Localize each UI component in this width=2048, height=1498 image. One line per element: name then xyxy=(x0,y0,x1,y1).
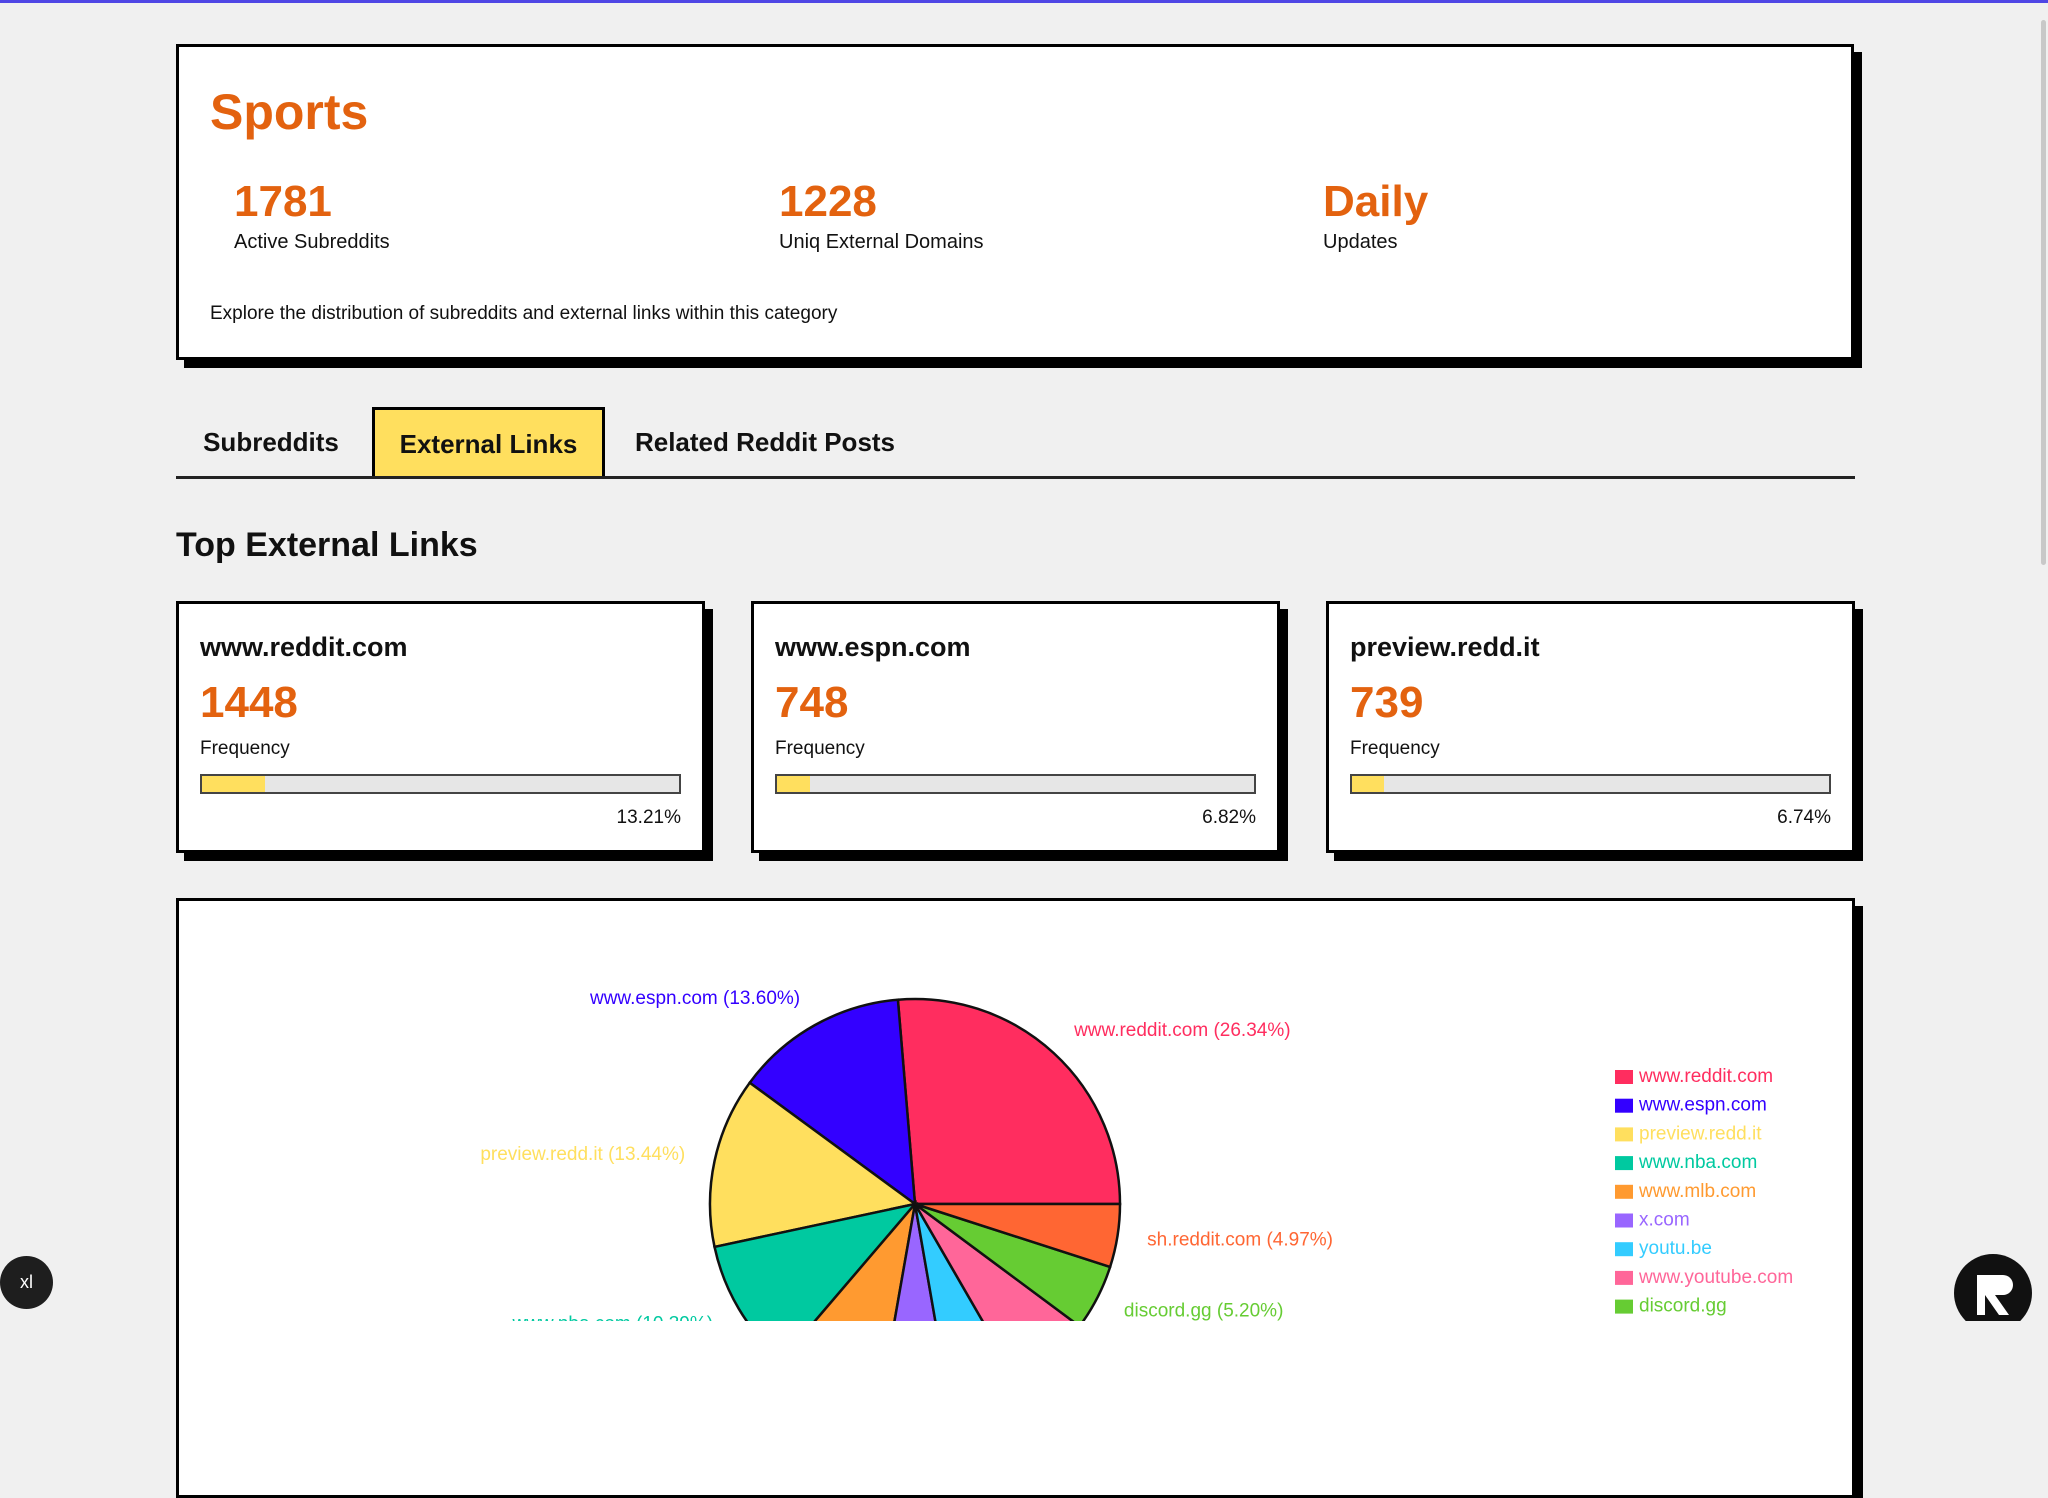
card-frequency: 739 xyxy=(1350,678,1424,727)
pie-slice xyxy=(813,1199,918,1321)
stat-value: 1228 xyxy=(779,177,877,226)
legend-swatch xyxy=(1615,1098,1633,1113)
pie-slice xyxy=(914,1202,1122,1269)
pie-slice xyxy=(747,998,917,1207)
share-bar xyxy=(1352,776,1385,792)
section-title: Top External Links xyxy=(176,526,478,564)
slice-label: sh.reddit.com (4.97%) xyxy=(1147,1230,1333,1251)
pie-slice xyxy=(893,1203,937,1321)
legend-label: preview.redd.it xyxy=(1639,1123,1762,1144)
legend-swatch xyxy=(1615,1070,1633,1084)
legend-label: www.youtube.com xyxy=(1638,1267,1793,1288)
legend-label: youtu.be xyxy=(1639,1238,1712,1259)
link-card: www.espn.com 748 Frequency 6.82% xyxy=(751,601,1280,853)
logo[interactable] xyxy=(1953,1253,2033,1321)
stat-label: Updates xyxy=(1323,231,1398,253)
stat-label: Uniq External Domains xyxy=(779,231,984,253)
legend-label: discord.gg xyxy=(1639,1296,1727,1317)
share-bar xyxy=(777,776,810,792)
legend-swatch xyxy=(1615,1242,1633,1257)
share-bar-track xyxy=(200,774,681,794)
share-label: 6.74% xyxy=(1777,807,1831,828)
pie-slice xyxy=(713,1202,919,1321)
slice-label: www.reddit.com (26.34%) xyxy=(1073,1020,1290,1041)
header-card: Sports Explore the distribution of subre… xyxy=(176,44,1854,360)
legend-swatch xyxy=(1615,1299,1633,1314)
stat-value: 1781 xyxy=(234,177,332,226)
stat-label: Active Subreddits xyxy=(234,231,390,253)
top-accent xyxy=(0,0,2048,3)
card-domain: preview.redd.it xyxy=(1350,632,1540,662)
slice-label: discord.gg (5.20%) xyxy=(1124,1301,1283,1321)
share-label: 13.21% xyxy=(616,807,681,828)
pie-slice xyxy=(913,1203,985,1321)
pie-slice xyxy=(708,1080,918,1249)
header-description: Explore the distribution of subreddits a… xyxy=(210,303,838,324)
tab[interactable]: Related Reddit Posts xyxy=(634,427,896,457)
stat-value: Daily xyxy=(1323,177,1429,226)
share-bar xyxy=(202,776,265,792)
card-domain: www.espn.com xyxy=(775,632,971,662)
breakpoint-badge: xl xyxy=(0,1256,53,1309)
pie-chart: www.reddit.com (26.34%) www.espn.com (13.… xyxy=(480,988,1793,1321)
legend-swatch xyxy=(1615,1156,1633,1171)
slice-label: www.nba.com (10.39%) xyxy=(511,1313,713,1321)
logo-mark xyxy=(1977,1275,2013,1315)
card-frequency-label: Frequency xyxy=(1350,738,1440,759)
share-bar-track xyxy=(775,774,1256,794)
scrollbar xyxy=(2041,20,2046,565)
slice-label: preview.redd.it (13.44%) xyxy=(480,1144,685,1165)
link-card: www.reddit.com 1448 Frequency 13.21% xyxy=(176,601,705,853)
legend-label: www.espn.com xyxy=(1638,1095,1767,1116)
card-frequency-label: Frequency xyxy=(775,738,865,759)
legend-label: x.com xyxy=(1639,1210,1690,1231)
legend-label: www.mlb.com xyxy=(1638,1181,1756,1202)
card-frequency-label: Frequency xyxy=(200,738,290,759)
legend-swatch xyxy=(1615,1127,1633,1142)
legend-swatch xyxy=(1615,1184,1633,1199)
legend-label: www.reddit.com xyxy=(1638,1066,1773,1087)
pie-slice xyxy=(896,997,1122,1206)
tab[interactable]: External Links xyxy=(372,407,605,478)
header-title: Sports xyxy=(210,84,369,140)
link-card: preview.redd.it 739 Frequency 6.74% xyxy=(1326,601,1855,853)
card-frequency: 1448 xyxy=(200,678,298,727)
slice-label: www.espn.com (13.60%) xyxy=(589,988,800,1009)
share-bar-track xyxy=(1350,774,1831,794)
legend-label: www.nba.com xyxy=(1638,1152,1757,1173)
tab-underline xyxy=(176,476,1855,479)
card-domain: www.reddit.com xyxy=(200,632,408,662)
legend-swatch xyxy=(1615,1270,1633,1285)
tab[interactable]: Subreddits xyxy=(203,427,339,457)
card-frequency: 748 xyxy=(775,678,849,727)
legend-swatch xyxy=(1615,1213,1633,1228)
share-label: 6.82% xyxy=(1202,807,1256,828)
